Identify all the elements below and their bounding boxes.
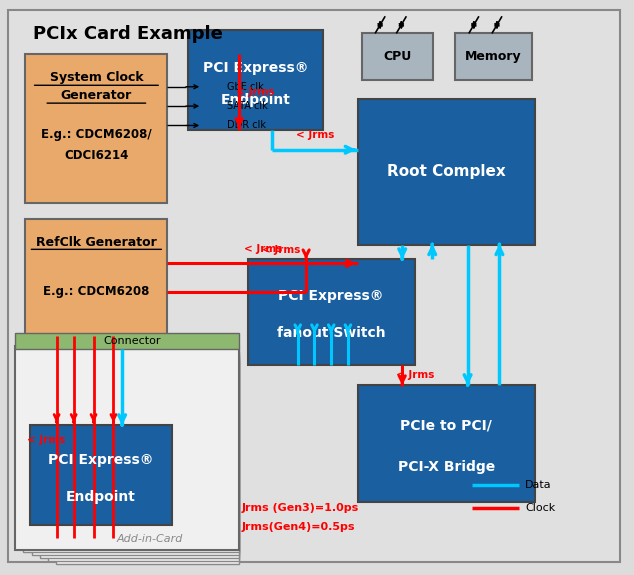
Text: E.g.: CDCM6208/: E.g.: CDCM6208/	[41, 128, 152, 141]
Text: Endpoint: Endpoint	[66, 490, 136, 504]
Bar	[48, 358, 240, 561]
Text: fanout Switch: fanout Switch	[277, 326, 385, 340]
Text: Add-in-Card: Add-in-Card	[117, 534, 183, 544]
Text: Data: Data	[526, 480, 552, 490]
Text: < Jrms: < Jrms	[262, 246, 300, 255]
Bar	[40, 355, 240, 558]
Bar	[15, 334, 240, 349]
Text: Jrms (Gen3)=1.0ps: Jrms (Gen3)=1.0ps	[242, 503, 358, 513]
Bar	[188, 30, 323, 130]
Text: PCI Express®: PCI Express®	[48, 453, 153, 467]
Text: E.g.: CDCM6208: E.g.: CDCM6208	[43, 285, 150, 298]
Bar	[455, 33, 532, 81]
Text: Memory: Memory	[465, 51, 521, 63]
Bar	[32, 352, 240, 555]
Text: GbE clk: GbE clk	[228, 82, 264, 92]
Text: Clock: Clock	[526, 503, 555, 513]
Text: Endpoint: Endpoint	[221, 93, 290, 107]
Text: PCI Express®: PCI Express®	[203, 61, 308, 75]
Text: < Jrms: < Jrms	[396, 370, 434, 380]
Text: Generator: Generator	[61, 89, 132, 102]
Text: PCI Express®: PCI Express®	[278, 289, 384, 303]
Bar	[358, 99, 534, 244]
Text: RefClk Generator: RefClk Generator	[36, 236, 157, 249]
Text: SATA clk: SATA clk	[228, 101, 268, 111]
Bar	[30, 425, 172, 525]
Text: < Jrms: < Jrms	[236, 87, 274, 97]
Text: CDCI6214: CDCI6214	[64, 149, 129, 162]
Bar	[56, 361, 240, 564]
Bar	[15, 347, 240, 550]
Bar	[25, 54, 167, 203]
Bar	[25, 219, 167, 336]
Text: PCIx Card Example: PCIx Card Example	[33, 25, 223, 44]
Text: PCIe to PCI/: PCIe to PCI/	[401, 419, 493, 433]
Text: CPU: CPU	[384, 51, 412, 63]
Text: < Jrms: < Jrms	[243, 244, 282, 254]
Text: < Jrms: < Jrms	[27, 435, 65, 445]
Bar	[247, 259, 415, 365]
Text: < Jrms: < Jrms	[295, 131, 334, 140]
Text: PCI-X Bridge: PCI-X Bridge	[398, 460, 495, 474]
Bar	[358, 385, 534, 502]
Text: Jrms(Gen4)=0.5ps: Jrms(Gen4)=0.5ps	[242, 522, 355, 532]
Text: System Clock: System Clock	[49, 71, 143, 85]
Bar	[363, 33, 433, 81]
Bar	[23, 349, 240, 553]
Text: DDR clk: DDR clk	[228, 120, 266, 131]
Text: Root Complex: Root Complex	[387, 164, 506, 179]
Text: Connector: Connector	[103, 336, 160, 346]
